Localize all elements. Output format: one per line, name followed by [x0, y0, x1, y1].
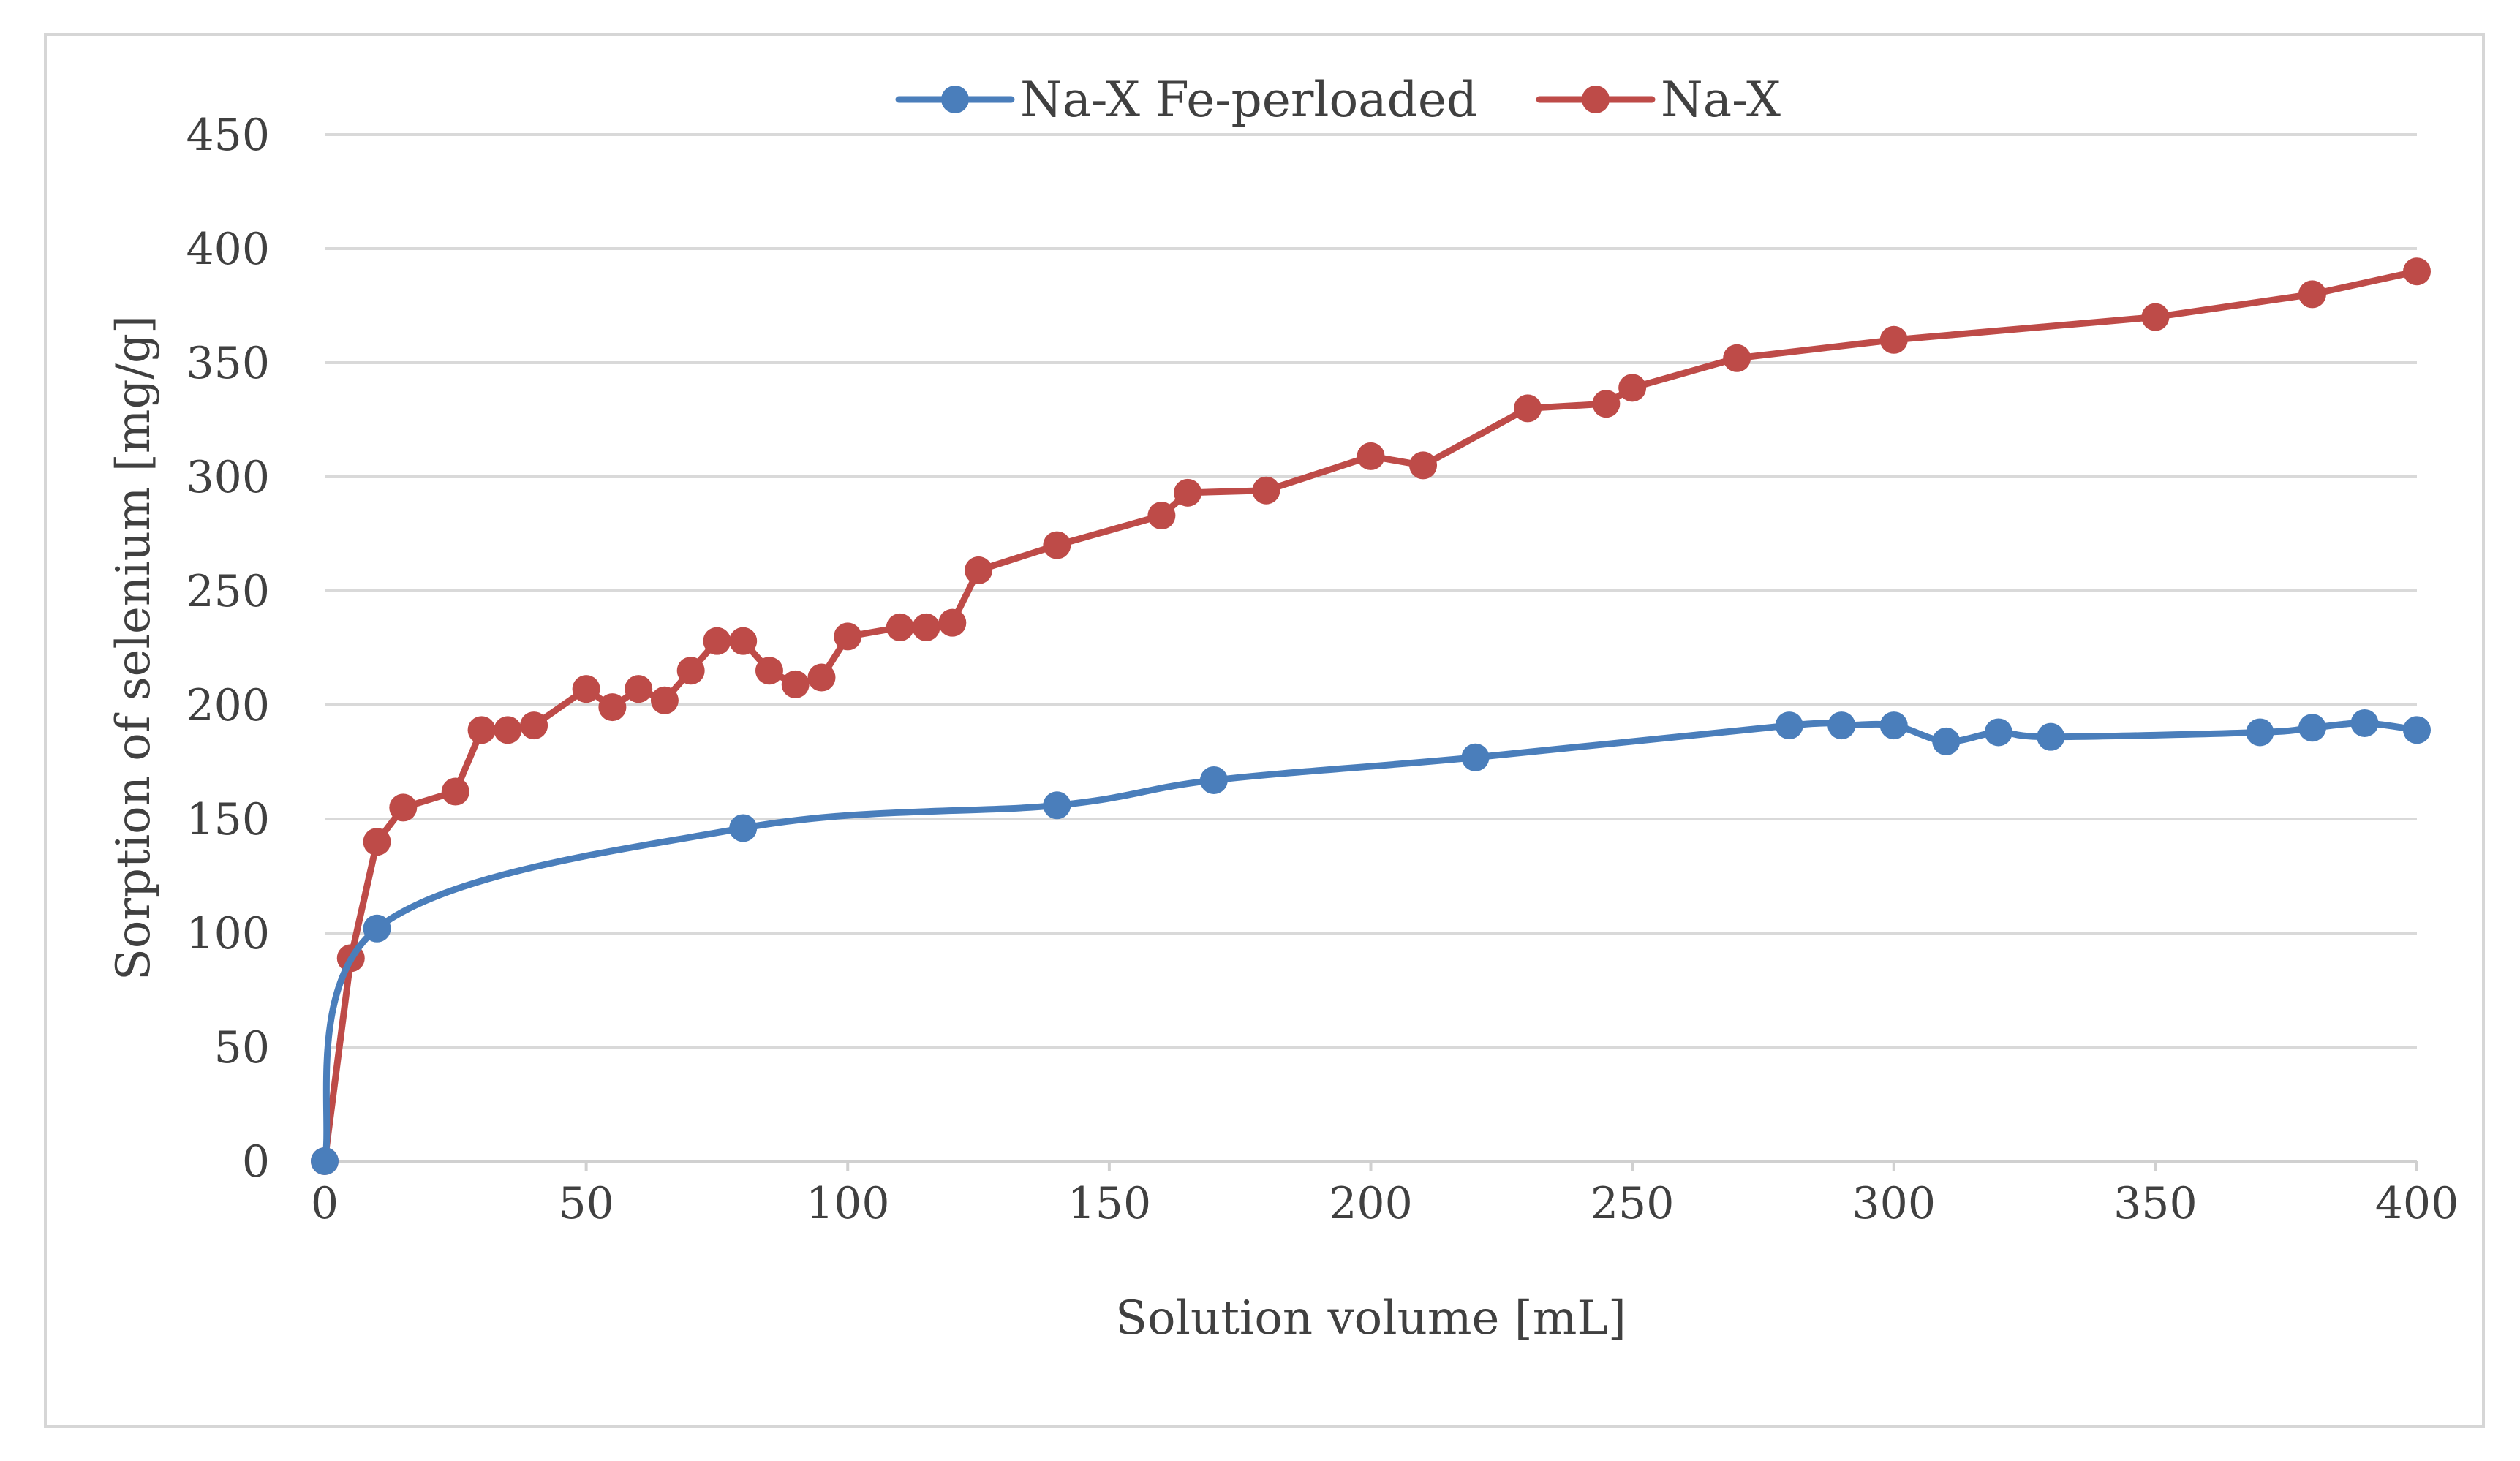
data-point-na-x: [755, 657, 783, 685]
x-tick-label: 300: [1852, 1178, 1936, 1229]
y-tick-label: 450: [186, 110, 270, 161]
legend-swatch-marker-na-x-fe-perloaded: [941, 86, 969, 113]
data-point-na-x-fe-perloaded: [311, 1147, 339, 1175]
data-point-na-x: [520, 711, 548, 740]
x-axis-title: Solution volume [mL]: [1115, 1291, 1626, 1345]
data-point-na-x: [807, 663, 836, 692]
data-point-na-x: [703, 627, 731, 655]
y-tick-label: 200: [186, 680, 270, 731]
data-point-na-x-fe-perloaded: [2350, 709, 2379, 737]
x-tick-label: 400: [2375, 1178, 2459, 1229]
data-point-na-x: [494, 716, 522, 744]
y-axis-title: Sorption of selenium [mg/g]: [107, 315, 161, 981]
data-point-na-x: [650, 686, 679, 714]
data-point-na-x: [572, 675, 600, 703]
data-point-na-x-fe-perloaded: [1775, 711, 1803, 740]
data-point-na-x: [2403, 257, 2431, 286]
legend-swatch-marker-na-x: [1582, 86, 1610, 113]
x-tick-label: 200: [1329, 1178, 1413, 1229]
data-point-na-x: [598, 693, 627, 722]
data-point-na-x: [912, 613, 940, 641]
data-point-na-x: [834, 622, 862, 651]
data-point-na-x: [389, 793, 418, 822]
x-tick-label: 50: [558, 1178, 614, 1229]
data-point-na-x: [1879, 325, 1908, 354]
x-tick-label: 150: [1068, 1178, 1152, 1229]
legend: Na-X Fe-perloaded Na-X: [895, 72, 1781, 128]
legend-label-na-x-fe-perloaded: Na-X Fe-perloaded: [1020, 72, 1477, 128]
data-point-na-x: [886, 613, 914, 641]
data-point-na-x-fe-perloaded: [2403, 716, 2431, 744]
x-tick-label: 100: [806, 1178, 890, 1229]
data-point-na-x: [1357, 442, 1385, 470]
x-tick-labels: 0 50 100 150 200 250 300 350 400: [311, 1161, 2459, 1229]
y-tick-label: 400: [186, 224, 270, 275]
data-point-na-x: [1618, 374, 1647, 402]
data-point-na-x-fe-perloaded: [729, 814, 758, 842]
series-group: [311, 257, 2431, 1175]
series-line-na-x-fe-perloaded: [321, 720, 2421, 1165]
data-point-na-x: [1174, 478, 1202, 507]
y-tick-label: 300: [186, 452, 270, 503]
line-chart: 0 50 100 150 200 250 300 350 400 450 0 50 100 150 200…: [107, 72, 2459, 1345]
data-point-na-x: [965, 556, 993, 584]
data-point-na-x: [1252, 476, 1280, 505]
y-tick-label: 50: [214, 1022, 270, 1073]
data-point-na-x: [676, 657, 705, 685]
data-point-na-x-fe-perloaded: [2298, 714, 2326, 742]
data-point-na-x: [1514, 394, 1542, 423]
data-point-na-x-fe-perloaded: [1461, 743, 1490, 771]
data-point-na-x: [441, 777, 469, 806]
y-tick-label: 350: [186, 338, 270, 389]
data-point-na-x: [2141, 303, 2170, 331]
data-point-na-x: [1147, 502, 1176, 530]
y-tick-label: 150: [186, 794, 270, 845]
data-point-na-x-fe-perloaded: [1199, 766, 1228, 794]
data-point-na-x-fe-perloaded: [1827, 711, 1856, 740]
x-tick-label: 0: [311, 1178, 339, 1229]
gridlines: [325, 133, 2417, 1049]
data-point-na-x: [2298, 280, 2326, 309]
y-tick-label: 100: [186, 908, 270, 959]
data-point-na-x-fe-perloaded: [2037, 722, 2065, 751]
y-tick-labels: 0 50 100 150 200 250 300 350 400 450: [186, 110, 270, 1188]
data-point-na-x: [729, 627, 758, 655]
legend-label-na-x: Na-X: [1661, 72, 1781, 128]
data-point-na-x-fe-perloaded: [1879, 711, 1908, 740]
data-point-na-x-fe-perloaded: [1984, 718, 2012, 747]
data-point-na-x: [1043, 531, 1071, 559]
y-tick-label: 250: [186, 566, 270, 617]
y-tick-label: 0: [242, 1136, 270, 1188]
series-line-na-x: [321, 268, 2421, 1165]
data-point-na-x: [1592, 390, 1621, 418]
data-point-na-x: [625, 675, 653, 703]
chart-frame: 0 50 100 150 200 250 300 350 400 450 0 50 100 150 200…: [44, 33, 2485, 1428]
data-point-na-x: [781, 670, 810, 698]
data-point-na-x: [363, 828, 391, 856]
data-point-na-x-fe-perloaded: [1932, 727, 1961, 755]
data-point-na-x: [1723, 344, 1751, 372]
x-tick-label: 350: [2113, 1178, 2198, 1229]
data-point-na-x-fe-perloaded: [1043, 791, 1071, 820]
data-point-na-x: [467, 716, 496, 744]
data-point-na-x-fe-perloaded: [2246, 718, 2274, 747]
data-point-na-x-fe-perloaded: [363, 914, 391, 943]
data-point-na-x: [938, 608, 967, 637]
data-point-na-x: [1409, 451, 1438, 480]
x-tick-label: 250: [1591, 1178, 1675, 1229]
